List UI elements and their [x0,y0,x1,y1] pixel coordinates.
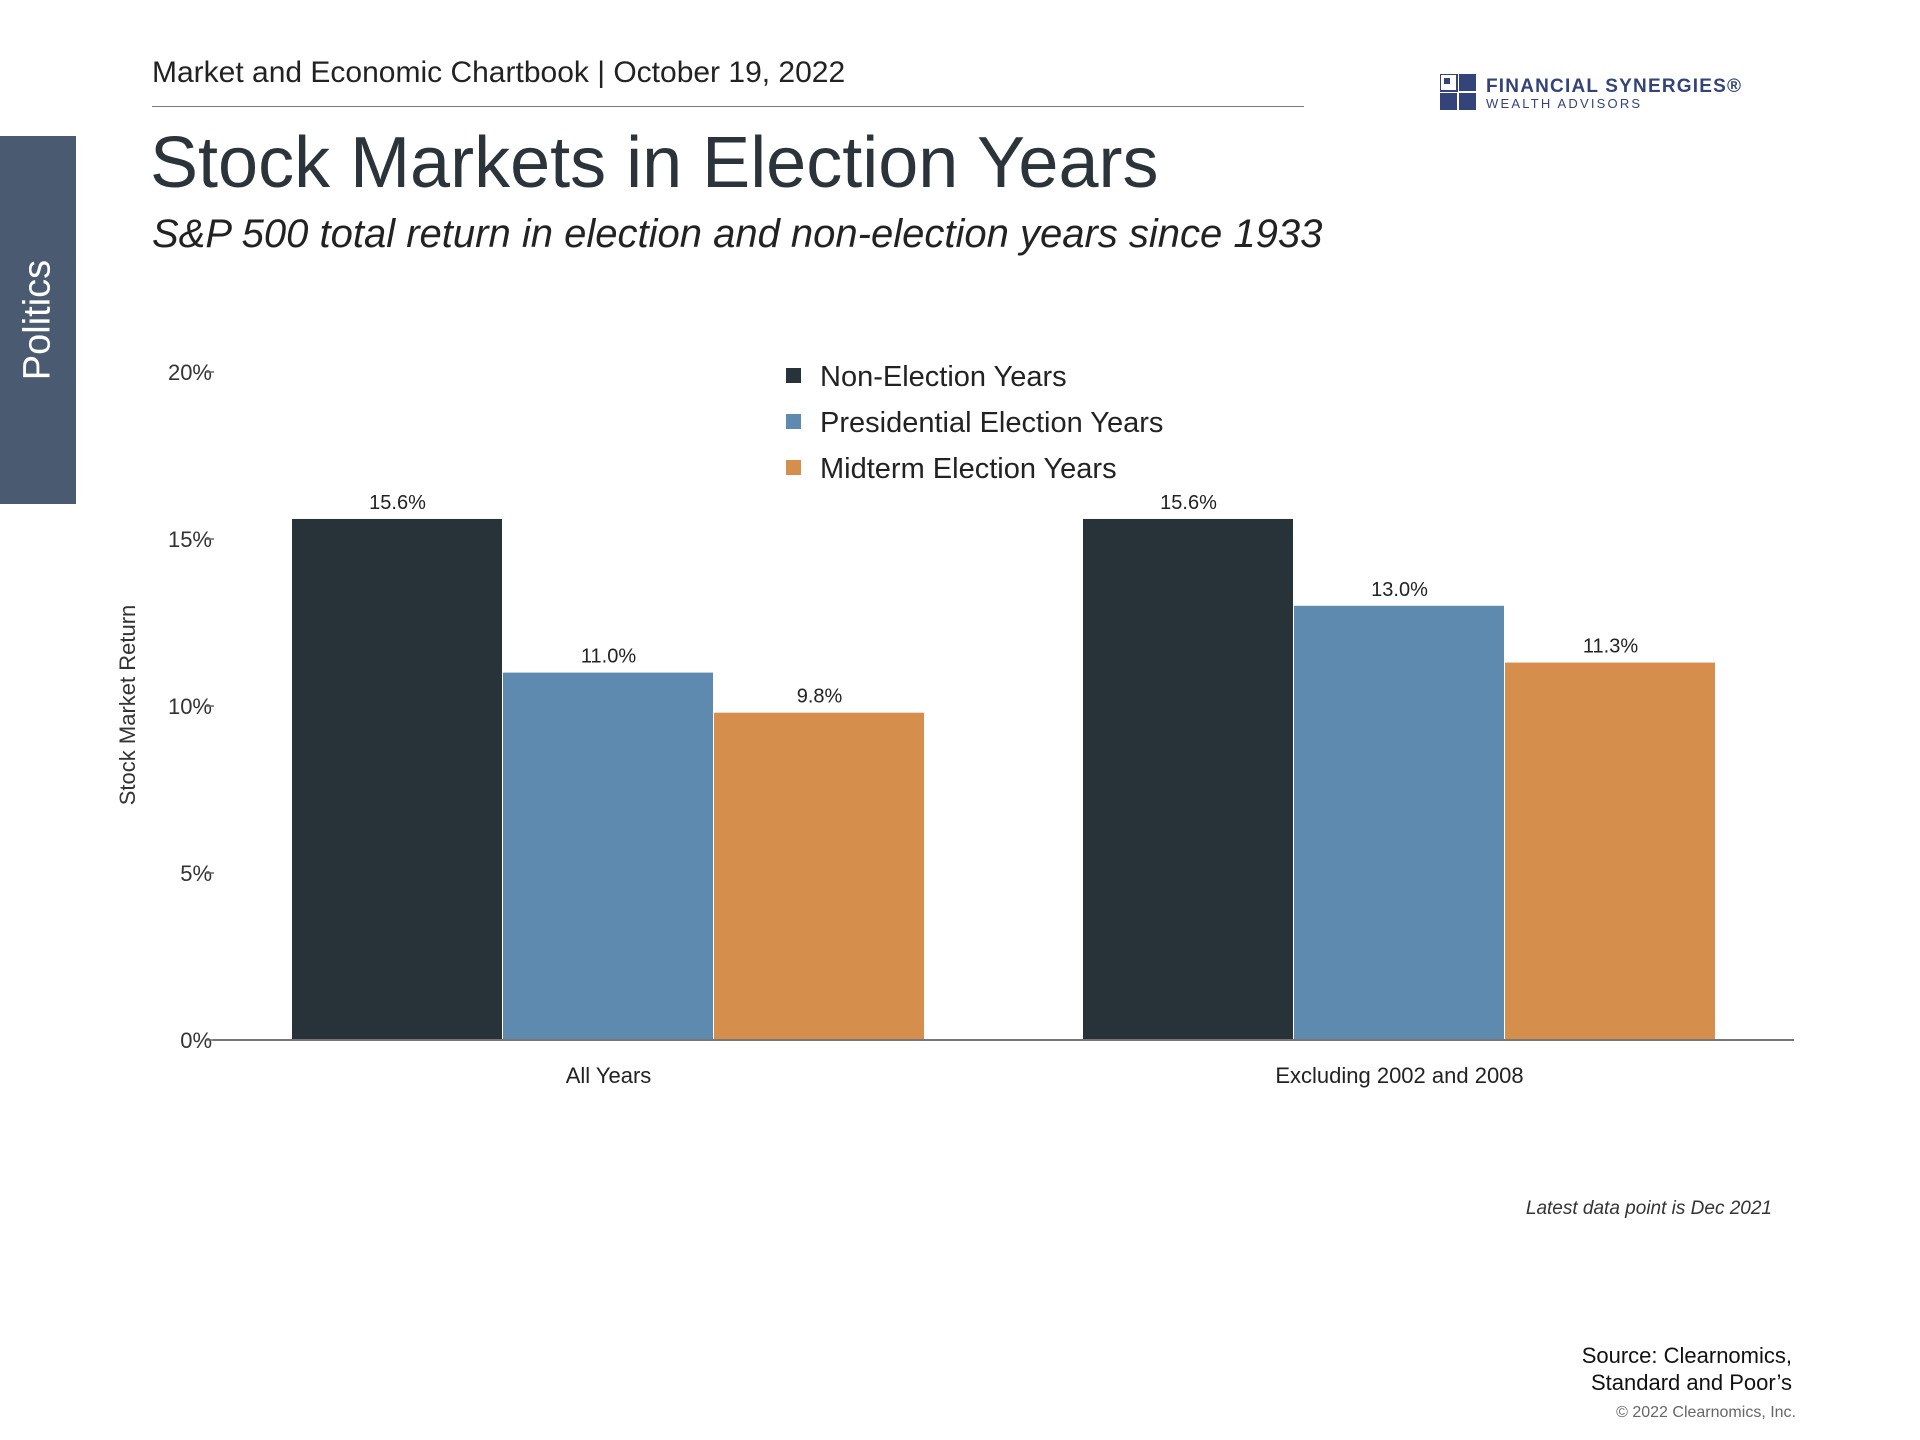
legend-swatch [786,460,801,475]
y-axis-label: Stock Market Return [115,605,140,806]
bar [1083,518,1293,1040]
bar-value-label: 15.6% [1160,492,1217,514]
bar-value-label: 11.0% [581,646,636,668]
bar [292,518,502,1040]
bar [714,712,924,1040]
bar-value-label: 15.6% [369,492,426,514]
logo-mark-icon [1440,74,1476,110]
x-tick-label: All Years [566,1063,652,1088]
legend-label: Non-Election Years [820,361,1067,393]
header-text: Market and Economic Chartbook | October … [152,56,846,89]
y-tick-label: 20% [168,360,212,385]
side-tab: Politics [0,136,76,504]
legend-swatch [786,414,801,429]
source-note: Source: Clearnomics, Standard and Poor’s [1500,1342,1792,1396]
legend-label: Midterm Election Years [820,453,1117,485]
bar [1294,605,1504,1040]
y-tick-label: 15% [168,527,212,552]
page-subtitle: S&P 500 total return in election and non… [152,212,1323,256]
legend-swatch [786,368,801,383]
copyright: © 2022 Clearnomics, Inc. [1616,1404,1796,1421]
page-title: Stock Markets in Election Years [150,123,1159,203]
logo-tagline: WEALTH ADVISORS [1486,96,1643,111]
y-tick-label: 10% [168,694,212,719]
logo-name: FINANCIAL SYNERGIES® [1486,76,1743,97]
bar-value-label: 9.8% [797,686,843,708]
data-note: Latest data point is Dec 2021 [1525,1198,1772,1219]
legend-label: Presidential Election Years [820,407,1163,439]
bar [1505,662,1715,1040]
bar [503,672,713,1040]
company-logo: FINANCIAL SYNERGIES® WEALTH ADVISORS [1440,74,1760,114]
x-tick-label: Excluding 2002 and 2008 [1275,1063,1523,1088]
source-line-2: Standard and Poor’s [1591,1370,1792,1395]
header-divider [152,106,1304,107]
bar-value-label: 11.3% [1583,636,1638,658]
bar-value-label: 13.0% [1371,579,1428,601]
source-line-1: Source: Clearnomics, [1581,1343,1792,1368]
